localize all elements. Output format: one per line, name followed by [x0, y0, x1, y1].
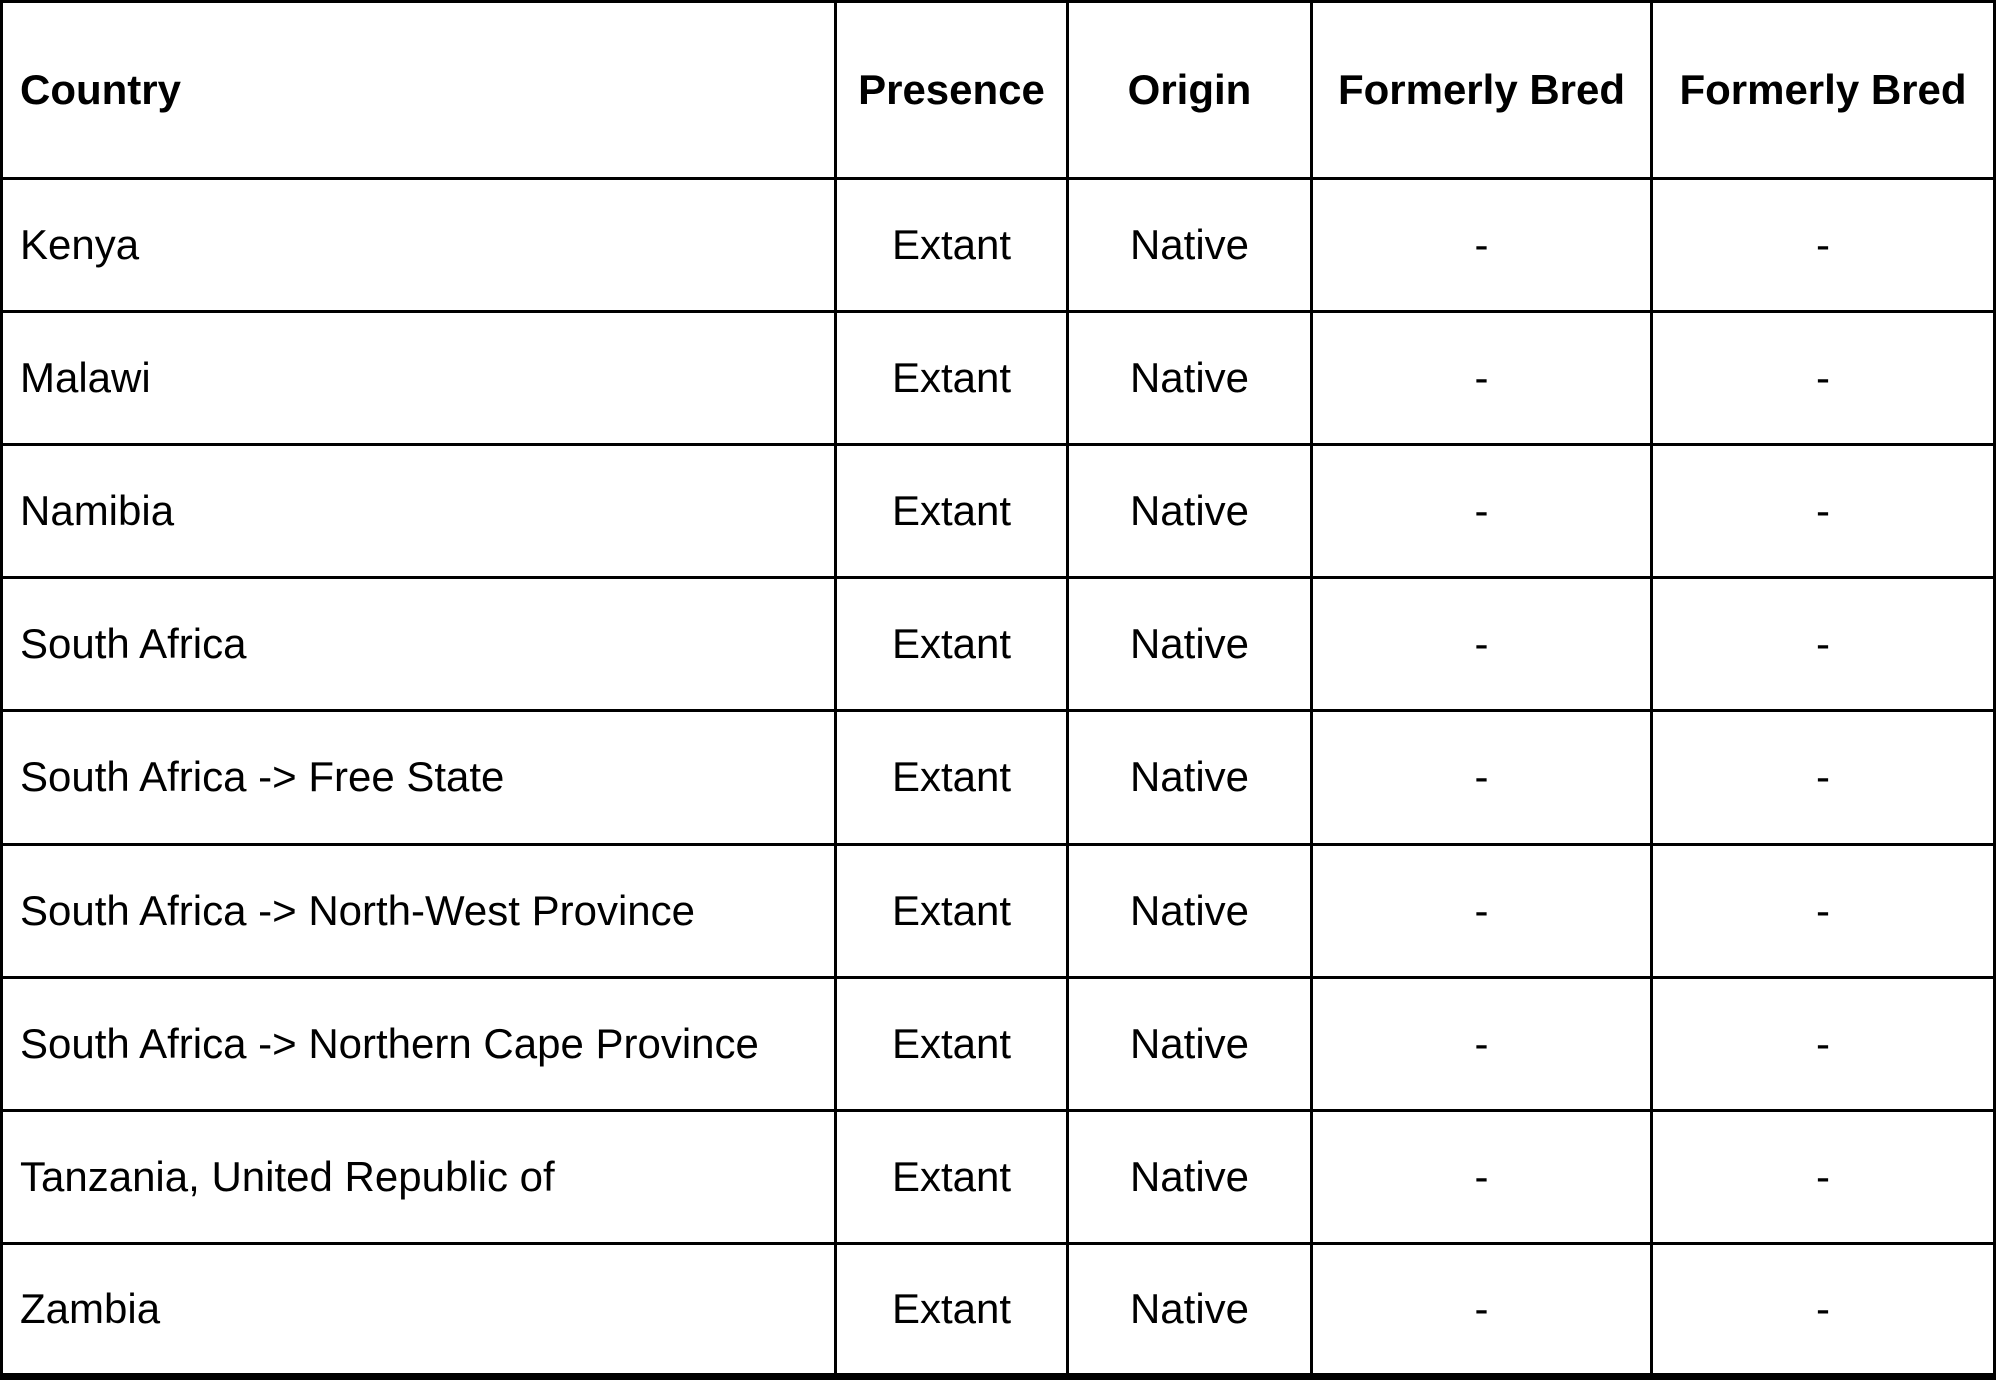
cell-formerly-bred-1: -	[1310, 310, 1653, 447]
table-row-zambia: Zambia Extant Native - -	[0, 1241, 1996, 1379]
cell-formerly-bred-2: -	[1650, 310, 1996, 447]
cell-origin: Native	[1066, 443, 1313, 580]
cell-formerly-bred-2: -	[1650, 1108, 1996, 1245]
cell-presence: Extant	[834, 1108, 1069, 1245]
cell-presence: Extant	[834, 709, 1069, 846]
cell-country: Kenya	[0, 176, 837, 314]
cell-formerly-bred-1: -	[1310, 576, 1653, 713]
cell-formerly-bred-1: -	[1310, 176, 1653, 314]
column-header-origin: Origin	[1066, 0, 1313, 180]
cell-formerly-bred-2: -	[1650, 842, 1996, 979]
cell-formerly-bred-2: -	[1650, 709, 1996, 846]
cell-formerly-bred-2: -	[1650, 576, 1996, 713]
column-header-country: Country	[0, 0, 837, 180]
cell-country: Zambia	[0, 1241, 837, 1379]
cell-formerly-bred-1: -	[1310, 975, 1653, 1112]
table-row-south-africa-north-west: South Africa -> North-West Province Exta…	[0, 842, 1996, 979]
cell-formerly-bred-1: -	[1310, 842, 1653, 979]
cell-presence: Extant	[834, 310, 1069, 447]
cell-presence: Extant	[834, 975, 1069, 1112]
column-header-formerly-bred-2: Formerly Bred	[1650, 0, 1996, 180]
column-header-presence: Presence	[834, 0, 1069, 180]
cell-formerly-bred-2: -	[1650, 176, 1996, 314]
table-row-tanzania: Tanzania, United Republic of Extant Nati…	[0, 1108, 1996, 1245]
cell-origin: Native	[1066, 176, 1313, 314]
cell-formerly-bred-2: -	[1650, 443, 1996, 580]
table-row-south-africa: South Africa Extant Native - -	[0, 576, 1996, 713]
cell-origin: Native	[1066, 709, 1313, 846]
table-row-namibia: Namibia Extant Native - -	[0, 443, 1996, 580]
cell-country: South Africa	[0, 576, 837, 713]
cell-country: Tanzania, United Republic of	[0, 1108, 837, 1245]
cell-formerly-bred-1: -	[1310, 443, 1653, 580]
cell-presence: Extant	[834, 176, 1069, 314]
column-header-formerly-bred-1: Formerly Bred	[1310, 0, 1653, 180]
cell-country: Namibia	[0, 443, 837, 580]
header-row: Country Presence Origin Formerly Bred Fo…	[0, 0, 1996, 180]
cell-country: South Africa -> Free State	[0, 709, 837, 846]
cell-presence: Extant	[834, 842, 1069, 979]
cell-presence: Extant	[834, 576, 1069, 713]
table-row-malawi: Malawi Extant Native - -	[0, 310, 1996, 447]
cell-origin: Native	[1066, 1241, 1313, 1379]
cell-country: South Africa -> Northern Cape Province	[0, 975, 837, 1112]
cell-formerly-bred-1: -	[1310, 709, 1653, 846]
table-row-south-africa-northern-cape: South Africa -> Northern Cape Province E…	[0, 975, 1996, 1112]
cell-origin: Native	[1066, 310, 1313, 447]
cell-origin: Native	[1066, 1108, 1313, 1245]
table-row-kenya: Kenya Extant Native - -	[0, 176, 1996, 314]
cell-country: Malawi	[0, 310, 837, 447]
cell-presence: Extant	[834, 1241, 1069, 1379]
cell-formerly-bred-2: -	[1650, 1241, 1996, 1379]
table-row-south-africa-free-state: South Africa -> Free State Extant Native…	[0, 709, 1996, 846]
cell-origin: Native	[1066, 975, 1313, 1112]
cell-formerly-bred-1: -	[1310, 1241, 1653, 1379]
cell-formerly-bred-1: -	[1310, 1108, 1653, 1245]
cell-origin: Native	[1066, 576, 1313, 713]
cell-origin: Native	[1066, 842, 1313, 979]
cell-formerly-bred-2: -	[1650, 975, 1996, 1112]
cell-country: South Africa -> North-West Province	[0, 842, 837, 979]
cell-presence: Extant	[834, 443, 1069, 580]
